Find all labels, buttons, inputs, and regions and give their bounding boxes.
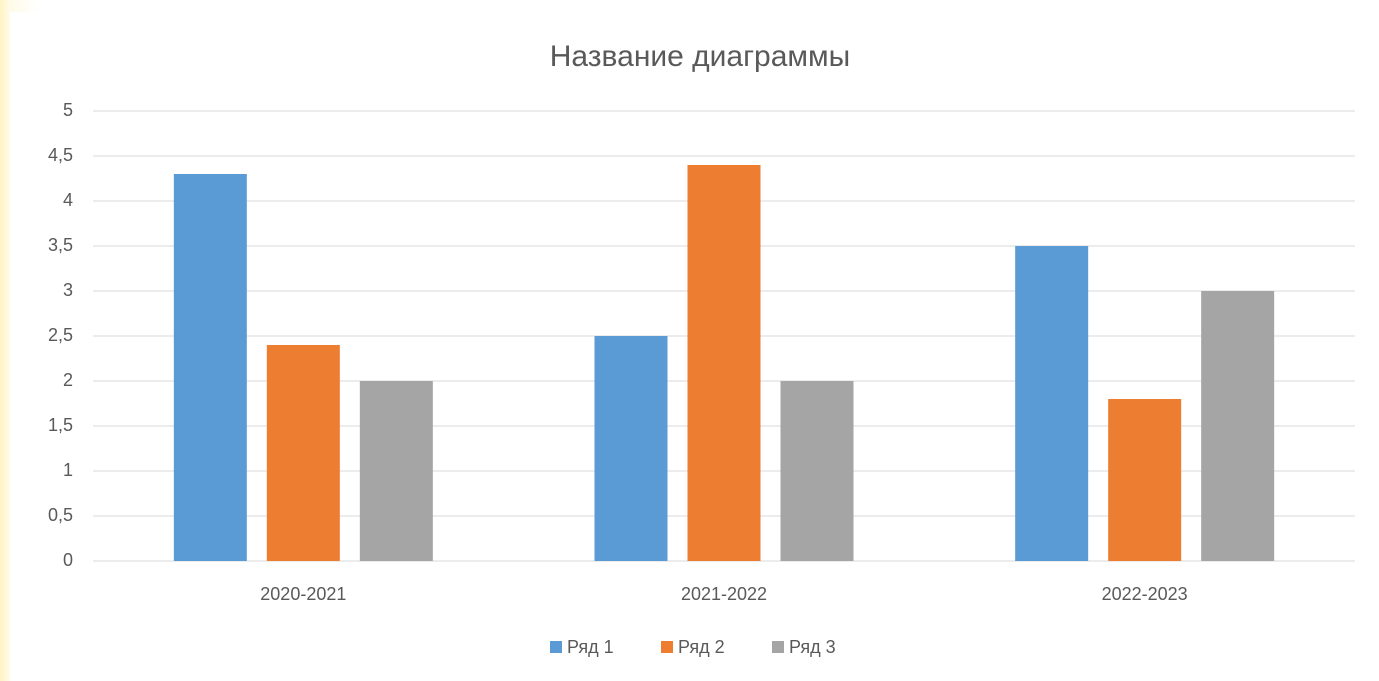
chart-title: Название диаграммы — [550, 40, 850, 73]
bar — [1108, 399, 1182, 561]
bar — [687, 165, 761, 561]
legend-swatch — [550, 641, 562, 653]
bar — [780, 381, 854, 561]
x-tick-label: 2020-2021 — [260, 584, 346, 604]
bar — [594, 336, 668, 561]
legend-swatch — [661, 641, 673, 653]
x-tick-label: 2021-2022 — [681, 584, 767, 604]
legend-label: Ряд 1 — [567, 637, 614, 657]
legend-swatch — [772, 641, 784, 653]
y-tick-label: 0 — [63, 550, 73, 570]
legend-label: Ряд 2 — [678, 637, 725, 657]
y-tick-label: 3,5 — [48, 235, 73, 255]
y-tick-label: 2,5 — [48, 325, 73, 345]
bar — [359, 381, 433, 561]
bar — [266, 345, 340, 561]
y-tick-label: 0,5 — [48, 505, 73, 525]
y-tick-label: 5 — [63, 100, 73, 120]
y-tick-label: 4,5 — [48, 145, 73, 165]
x-tick-label: 2022-2023 — [1102, 584, 1188, 604]
y-tick-label: 4 — [63, 190, 73, 210]
y-tick-label: 1 — [63, 460, 73, 480]
y-tick-label: 2 — [63, 370, 73, 390]
y-tick-label: 3 — [63, 280, 73, 300]
bar — [173, 174, 247, 561]
legend-label: Ряд 3 — [789, 637, 836, 657]
bar — [1201, 291, 1275, 561]
y-tick-label: 1,5 — [48, 415, 73, 435]
bar — [1015, 246, 1089, 561]
